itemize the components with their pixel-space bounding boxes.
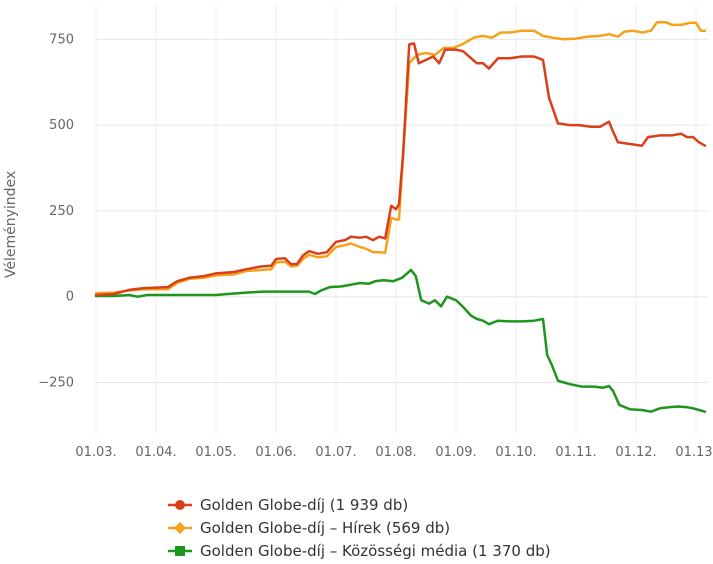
y-tick-label: 0	[66, 290, 74, 305]
series-line-3	[94, 268, 707, 413]
x-tick-label: 01.03.	[75, 445, 116, 460]
legend-marker-square-icon	[175, 546, 185, 556]
legend-item-1[interactable]: Golden Globe-díj (1 939 db)	[168, 496, 408, 514]
legend-marker-circle-icon	[175, 500, 185, 510]
x-tick-label: 01.05.	[195, 445, 236, 460]
y-axis-title: Véleményindex	[3, 171, 19, 278]
series-group	[94, 20, 707, 413]
legend-marker-diamond-icon	[174, 522, 186, 534]
y-tick-label: −250	[38, 376, 74, 391]
x-tick-label: 01.12.	[615, 445, 656, 460]
x-tick-label: 01.10.	[495, 445, 536, 460]
x-axis: 01.03. 01.04. 01.05. 01.06. 01.07. 01.08. 01.0…	[75, 445, 713, 460]
x-tick-label: 01.13.	[675, 445, 713, 460]
grid-lines	[95, 5, 708, 434]
x-tick-label: 01.09.	[435, 445, 476, 460]
y-tick-label: 500	[49, 118, 74, 133]
x-tick-label: 01.07.	[315, 445, 356, 460]
legend-label: Golden Globe-díj (1 939 db)	[200, 496, 408, 514]
series-line-2	[94, 20, 707, 295]
legend-label: Golden Globe-díj – Közösségi média (1 37…	[200, 542, 551, 560]
y-tick-label: 250	[49, 204, 74, 219]
legend-item-2[interactable]: Golden Globe-díj – Hírek (569 db)	[168, 519, 450, 537]
y-axis: 750 500 250 0 −250	[38, 32, 74, 390]
series-line-1	[94, 42, 707, 297]
x-tick-label: 01.06.	[255, 445, 296, 460]
legend-label: Golden Globe-díj – Hírek (569 db)	[200, 519, 450, 537]
x-tick-label: 01.04.	[135, 445, 176, 460]
x-tick-label: 01.08.	[375, 445, 416, 460]
legend[interactable]: Golden Globe-díj (1 939 db) Golden Globe-…	[168, 496, 551, 560]
legend-item-3[interactable]: Golden Globe-díj – Közösségi média (1 37…	[168, 542, 551, 560]
y-tick-label: 750	[49, 32, 74, 47]
x-tick-label: 01.11.	[555, 445, 596, 460]
